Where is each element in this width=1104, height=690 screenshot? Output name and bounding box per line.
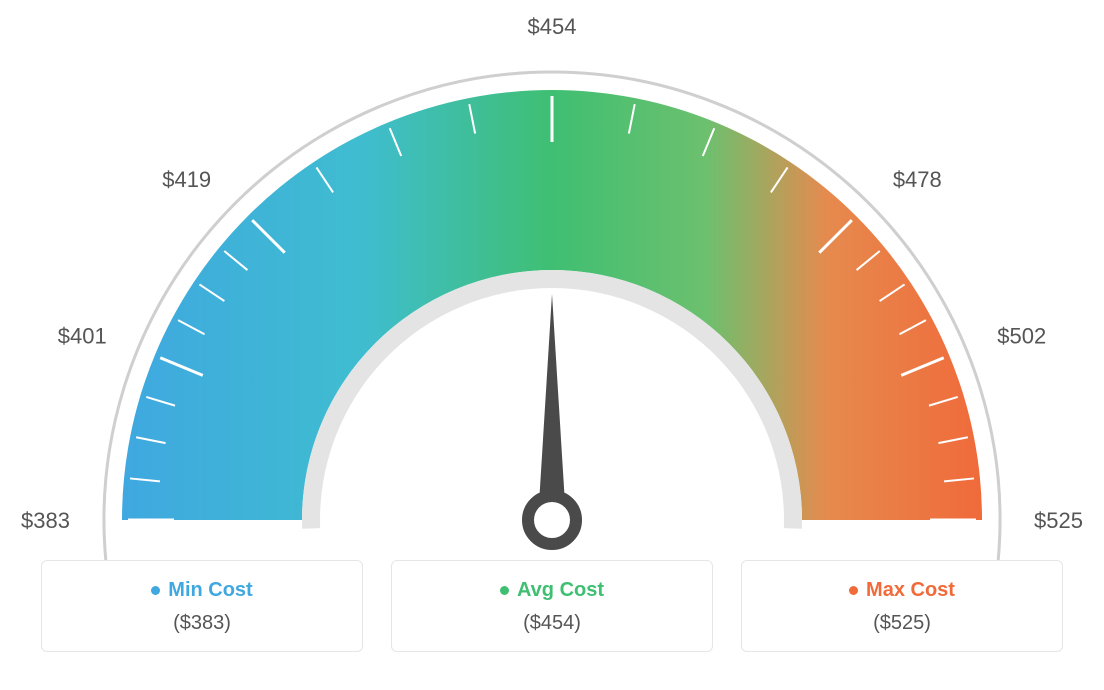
legend-min-title: Min Cost bbox=[42, 579, 362, 602]
gauge-needle bbox=[538, 294, 566, 520]
legend-max-dot-icon bbox=[849, 586, 858, 595]
legend-avg-title: Avg Cost bbox=[392, 579, 712, 602]
gauge-tick-label: $383 bbox=[21, 508, 70, 533]
gauge-tick-label: $478 bbox=[893, 167, 942, 192]
legend-min-value: ($383) bbox=[42, 612, 362, 635]
legend-card-avg: Avg Cost ($454) bbox=[391, 560, 713, 652]
legend-card-max: Max Cost ($525) bbox=[741, 560, 1063, 652]
legend-min-dot-icon bbox=[151, 586, 160, 595]
gauge-svg: $383 $401 $419 $454 $478 $502 $525 bbox=[0, 0, 1104, 560]
gauge-tick-label: $502 bbox=[997, 324, 1046, 349]
gauge-tick-label: $401 bbox=[58, 324, 107, 349]
gauge-tick-label: $525 bbox=[1034, 508, 1083, 533]
legend-max-value: ($525) bbox=[742, 612, 1062, 635]
legend-avg-value: ($454) bbox=[392, 612, 712, 635]
legend-max-label: Max Cost bbox=[866, 579, 955, 601]
legend-max-title: Max Cost bbox=[742, 579, 1062, 602]
legend-row: Min Cost ($383) Avg Cost ($454) Max Cost… bbox=[0, 560, 1104, 652]
legend-min-label: Min Cost bbox=[168, 579, 252, 601]
legend-avg-label: Avg Cost bbox=[517, 579, 604, 601]
gauge-tick-label: $419 bbox=[162, 167, 211, 192]
gauge-hub-icon bbox=[528, 496, 576, 544]
legend-card-min: Min Cost ($383) bbox=[41, 560, 363, 652]
legend-avg-dot-icon bbox=[500, 586, 509, 595]
cost-gauge: $383 $401 $419 $454 $478 $502 $525 bbox=[0, 0, 1104, 560]
gauge-tick-label: $454 bbox=[528, 14, 577, 39]
